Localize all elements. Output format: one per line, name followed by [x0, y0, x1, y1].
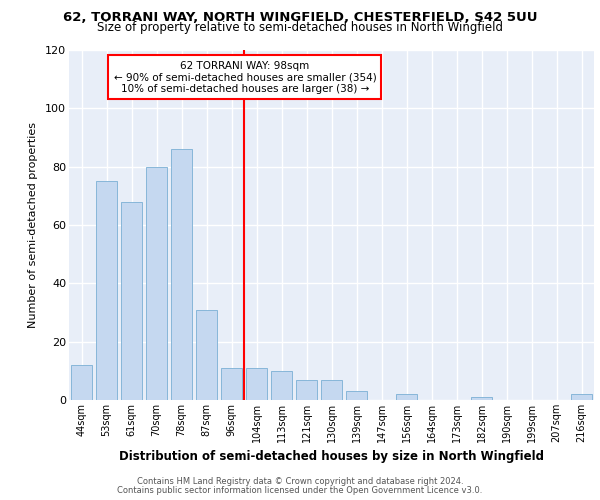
- Text: Contains HM Land Registry data © Crown copyright and database right 2024.: Contains HM Land Registry data © Crown c…: [137, 478, 463, 486]
- Bar: [221, 368, 242, 400]
- Text: Size of property relative to semi-detached houses in North Wingfield: Size of property relative to semi-detach…: [97, 22, 503, 35]
- Bar: [471, 397, 492, 400]
- Y-axis label: Number of semi-detached properties: Number of semi-detached properties: [28, 122, 38, 328]
- Text: 62, TORRANI WAY, NORTH WINGFIELD, CHESTERFIELD, S42 5UU: 62, TORRANI WAY, NORTH WINGFIELD, CHESTE…: [63, 11, 537, 24]
- X-axis label: Distribution of semi-detached houses by size in North Wingfield: Distribution of semi-detached houses by …: [119, 450, 544, 464]
- Bar: [71, 365, 92, 400]
- Bar: [196, 310, 217, 400]
- Bar: [121, 202, 142, 400]
- Bar: [171, 149, 192, 400]
- Bar: [346, 391, 367, 400]
- Text: 62 TORRANI WAY: 98sqm
← 90% of semi-detached houses are smaller (354)
10% of sem: 62 TORRANI WAY: 98sqm ← 90% of semi-deta…: [113, 60, 376, 94]
- Bar: [271, 371, 292, 400]
- Bar: [96, 182, 117, 400]
- Bar: [396, 394, 417, 400]
- Bar: [321, 380, 342, 400]
- Bar: [571, 394, 592, 400]
- Bar: [296, 380, 317, 400]
- Bar: [246, 368, 267, 400]
- Bar: [146, 166, 167, 400]
- Text: Contains public sector information licensed under the Open Government Licence v3: Contains public sector information licen…: [118, 486, 482, 495]
